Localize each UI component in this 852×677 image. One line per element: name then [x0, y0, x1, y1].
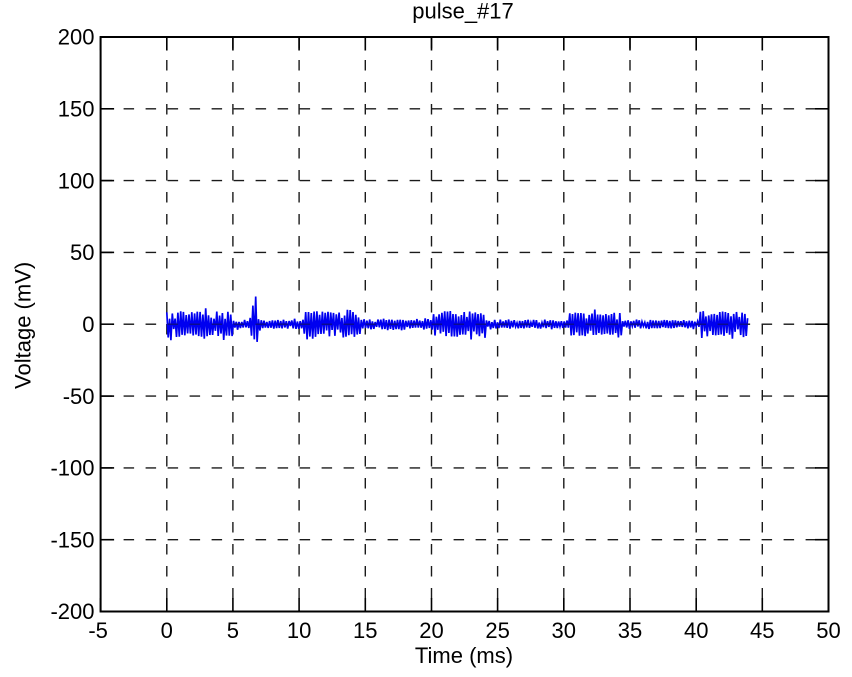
svg-text:-200: -200 [50, 599, 94, 624]
svg-text:45: 45 [750, 618, 774, 643]
svg-text:50: 50 [70, 240, 94, 265]
svg-text:40: 40 [684, 618, 708, 643]
svg-text:50: 50 [816, 618, 840, 643]
svg-text:-100: -100 [50, 456, 94, 481]
svg-text:150: 150 [58, 97, 95, 122]
svg-text:Time (ms): Time (ms) [415, 643, 513, 668]
svg-text:Voltage (mV): Voltage (mV) [11, 262, 36, 389]
svg-text:20: 20 [419, 618, 443, 643]
svg-text:pulse_#17: pulse_#17 [412, 0, 514, 24]
svg-text:25: 25 [485, 618, 509, 643]
svg-text:-150: -150 [50, 527, 94, 552]
svg-text:5: 5 [227, 618, 239, 643]
svg-text:-50: -50 [63, 384, 95, 409]
svg-text:0: 0 [161, 618, 173, 643]
svg-text:200: 200 [58, 25, 95, 50]
svg-text:35: 35 [618, 618, 642, 643]
svg-text:100: 100 [58, 168, 95, 193]
svg-text:15: 15 [353, 618, 377, 643]
svg-text:0: 0 [82, 312, 94, 337]
svg-text:-5: -5 [88, 618, 108, 643]
svg-text:10: 10 [287, 618, 311, 643]
svg-text:30: 30 [552, 618, 576, 643]
